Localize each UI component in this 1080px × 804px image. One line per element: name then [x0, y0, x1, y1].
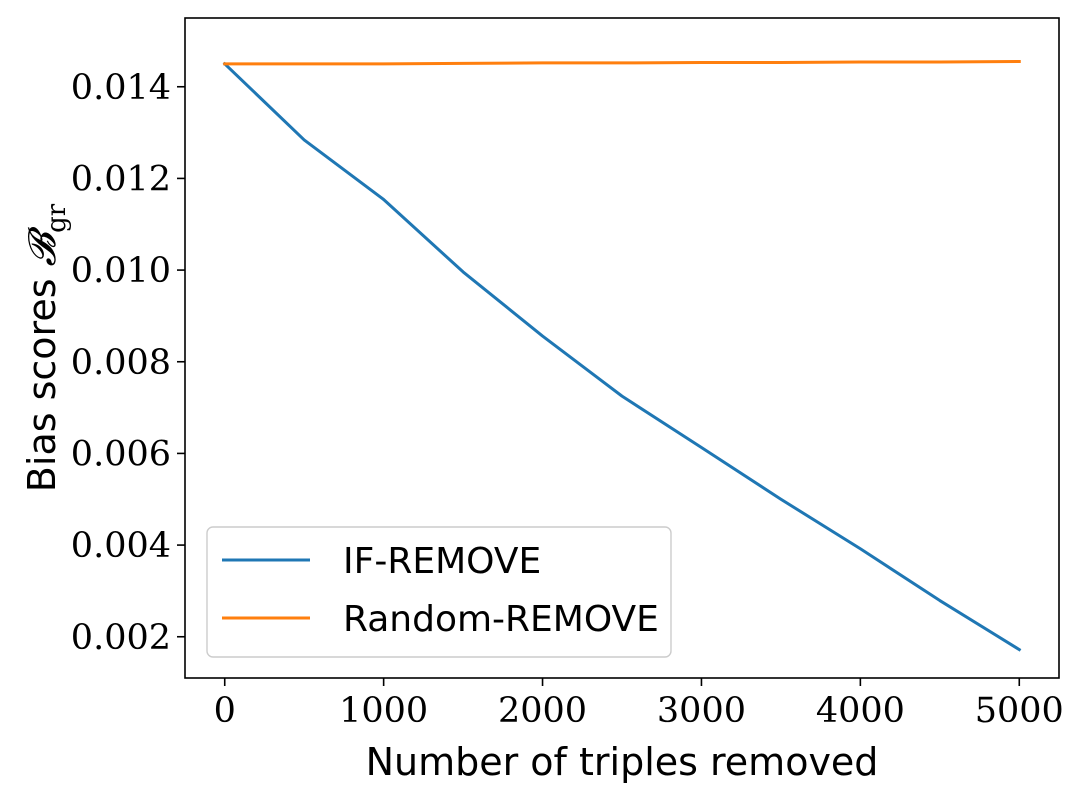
x-tick-label: 2000 — [498, 691, 587, 731]
x-tick-label: 4000 — [816, 691, 905, 731]
legend: IF-REMOVE Random-REMOVE — [206, 526, 672, 658]
y-tick-label: 0.004 — [71, 526, 171, 566]
y-tick-label: 0.010 — [71, 251, 171, 291]
y-tick-label: 0.002 — [71, 618, 171, 658]
plot-frame — [184, 17, 1060, 679]
y-tick-label: 0.008 — [71, 343, 171, 383]
y-tick-label: 0.012 — [71, 159, 171, 199]
legend-box — [206, 526, 672, 658]
x-tick-label: 0 — [214, 691, 236, 731]
y-tick-label: 0.006 — [71, 434, 171, 474]
y-axis-title-subscript: gr — [42, 203, 72, 233]
x-axis-ticks: 0 1000 2000 3000 4000 5000 — [214, 678, 1064, 731]
series-line-random-remove — [223, 60, 1021, 66]
series-line-if-remove — [222, 61, 1022, 652]
x-tick-label: 1000 — [339, 691, 428, 731]
series-lines — [222, 60, 1022, 652]
y-axis-title: Bias scores 𝓑gr — [20, 203, 72, 492]
legend-label-if-remove: IF-REMOVE — [343, 541, 541, 582]
y-axis-title-symbol: 𝓑 — [20, 226, 64, 266]
y-axis-ticks: 0.002 0.004 0.006 0.008 0.010 0.012 0.014 — [71, 68, 185, 658]
x-axis-title: Number of triples removed — [366, 740, 879, 784]
y-tick-label: 0.014 — [71, 68, 171, 108]
y-axis-title-text: Bias scores — [20, 266, 64, 492]
legend-label-random-remove: Random-REMOVE — [343, 599, 659, 640]
x-tick-label: 5000 — [975, 691, 1064, 731]
x-tick-label: 3000 — [657, 691, 746, 731]
